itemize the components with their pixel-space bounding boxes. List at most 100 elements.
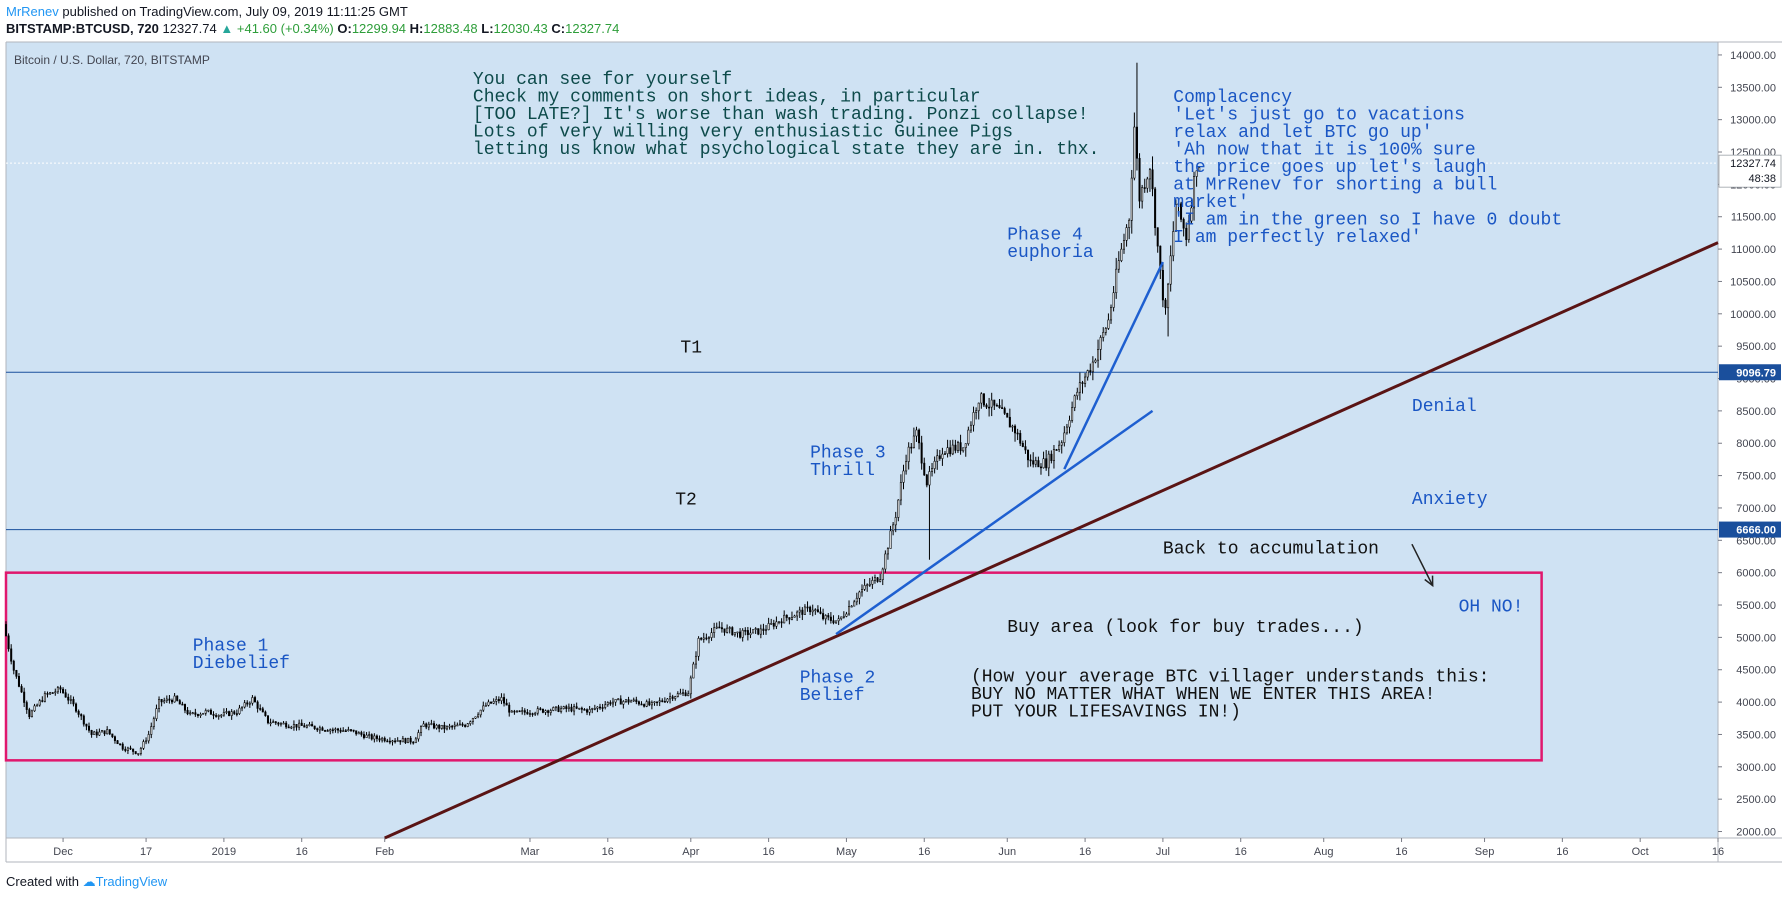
candle — [578, 707, 581, 710]
candle — [1104, 327, 1107, 336]
candle-body — [780, 621, 783, 624]
candle-body — [575, 706, 578, 709]
candle-body — [894, 517, 897, 526]
candle — [757, 628, 760, 636]
candle — [632, 697, 635, 702]
candle-body — [658, 700, 661, 703]
candle — [220, 714, 223, 719]
candle — [892, 522, 895, 536]
candle-body — [650, 702, 653, 706]
annotation: Phase 2 Belief — [800, 669, 876, 707]
candle-body — [573, 706, 576, 712]
candle-body — [409, 737, 412, 743]
candle-body — [479, 709, 482, 716]
candle — [298, 719, 301, 731]
candle-body — [414, 738, 417, 744]
candle — [1091, 356, 1094, 381]
candle-body — [183, 704, 186, 711]
candle-body — [222, 712, 225, 716]
candle-body — [868, 583, 871, 586]
candle-body — [69, 699, 72, 701]
candle — [547, 709, 550, 717]
candle-body — [552, 707, 555, 711]
candle — [1167, 282, 1170, 337]
candle-body — [150, 726, 153, 735]
candle-body — [671, 696, 674, 699]
candle-body — [404, 738, 407, 744]
candle — [1039, 463, 1042, 475]
candle-body — [1151, 169, 1154, 190]
candle — [285, 721, 288, 729]
candle-body — [1037, 460, 1040, 468]
candle-body — [484, 705, 487, 707]
candle-body — [209, 709, 212, 715]
candle — [274, 721, 277, 725]
candle — [254, 695, 257, 703]
annotation-line: relax and let BTC go up' — [1173, 123, 1432, 143]
candle — [204, 708, 207, 716]
price-chart[interactable]: Bitcoin / U.S. Dollar, 720, BITSTAMP You… — [0, 0, 1788, 870]
candle-body — [1154, 188, 1157, 229]
candle-body — [51, 692, 54, 694]
candle — [881, 567, 884, 586]
candle-body — [624, 699, 627, 702]
candle-body — [700, 638, 703, 640]
candle — [443, 721, 446, 733]
candle — [80, 713, 83, 721]
candle — [962, 447, 965, 453]
candle — [373, 733, 376, 743]
candle — [113, 735, 116, 744]
candle-body — [261, 708, 264, 713]
candle — [728, 626, 731, 634]
candle — [368, 731, 371, 739]
candle-body — [368, 734, 371, 736]
candle — [552, 706, 555, 712]
candle-body — [1128, 219, 1131, 228]
candle — [1125, 224, 1128, 247]
candle — [386, 738, 389, 743]
candle-body — [362, 734, 365, 738]
candle-body — [777, 621, 781, 624]
candle — [645, 699, 648, 708]
candle — [977, 402, 980, 420]
author-link[interactable]: MrRenev — [6, 4, 59, 19]
candle-body — [56, 687, 59, 693]
candle-body — [381, 737, 384, 741]
candle-body — [129, 747, 132, 750]
candle — [59, 685, 62, 694]
candle — [656, 701, 659, 706]
candle — [1097, 339, 1100, 368]
candle-body — [497, 699, 500, 702]
candle-body — [562, 706, 565, 709]
candle — [593, 704, 596, 711]
y-tick-label: 3000.00 — [1736, 762, 1776, 774]
candle — [1003, 406, 1006, 415]
candle-body — [103, 730, 106, 735]
candle — [1198, 166, 1201, 172]
candle-body — [1198, 167, 1201, 172]
symbol-ohlc-bar: BITSTAMP:BTCUSD, 720 12327.74 ▲ +41.60 (… — [6, 21, 619, 37]
candle-body — [941, 453, 944, 459]
y-tick-label: 10500.00 — [1730, 276, 1776, 288]
candle — [515, 710, 519, 713]
candle — [295, 724, 298, 731]
candle-body — [1084, 376, 1087, 384]
candle — [490, 701, 493, 704]
candle — [313, 725, 316, 730]
candle-body — [360, 732, 363, 735]
candle — [674, 695, 677, 701]
candle — [20, 684, 23, 693]
candle — [702, 632, 705, 643]
candle-body — [946, 447, 949, 454]
tradingview-brand[interactable]: TradingView — [95, 874, 168, 889]
candle — [451, 724, 454, 730]
candle — [342, 727, 345, 732]
candle — [103, 730, 106, 737]
y-tick-label: 7500.00 — [1736, 471, 1776, 483]
candle-body — [822, 613, 825, 620]
candle — [269, 718, 272, 727]
candle — [147, 730, 150, 744]
candle-body — [313, 725, 316, 729]
candle-body — [259, 708, 262, 710]
candle-body — [881, 568, 884, 580]
